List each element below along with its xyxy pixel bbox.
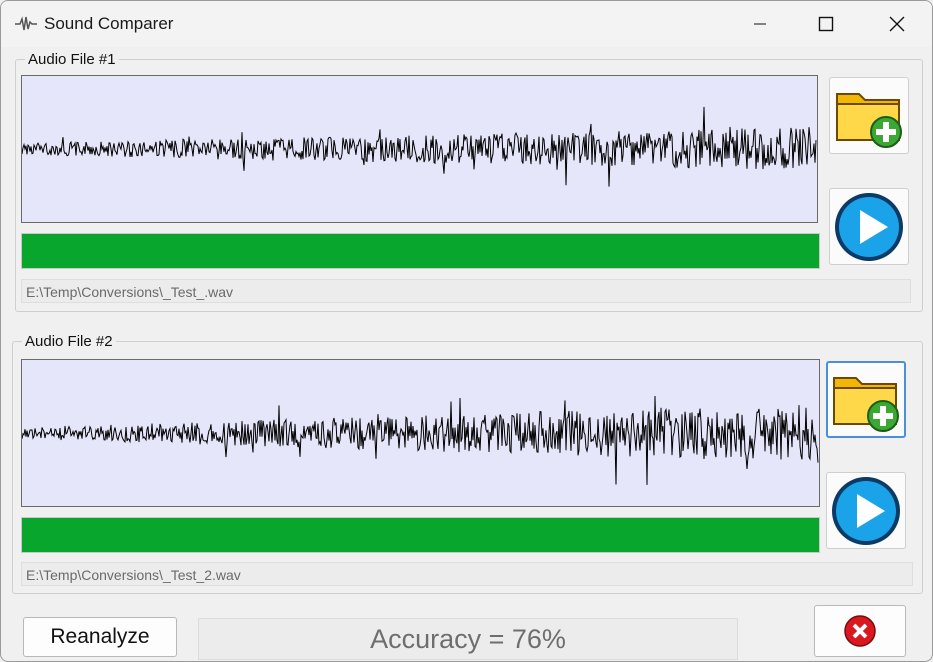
open-file-1-button[interactable] <box>829 77 909 154</box>
waveform-trace <box>21 395 819 485</box>
reanalyze-button[interactable]: Reanalyze <box>23 617 177 657</box>
waveform-icon <box>15 16 37 31</box>
play-icon <box>835 192 903 261</box>
window-title: Sound Comparer <box>44 14 174 33</box>
close-icon <box>889 16 905 32</box>
file-path-1: E:\Temp\Conversions\_Test_.wav <box>21 279 911 303</box>
folder-add-icon <box>836 92 902 148</box>
audio-file-1-group: Audio File #1 <box>15 51 923 312</box>
audio-file-1-label: Audio File #1 <box>25 51 119 68</box>
maximize-icon <box>818 16 834 32</box>
waveform-2 <box>21 395 819 485</box>
folder-add-icon <box>833 376 899 432</box>
maximize-button[interactable] <box>803 1 849 47</box>
play-1-button[interactable] <box>829 188 909 265</box>
play-icon <box>832 476 900 545</box>
title-bar[interactable]: Sound Comparer <box>1 1 932 47</box>
accuracy-display: Accuracy = 76% <box>198 618 738 660</box>
waveform-1 <box>21 106 817 187</box>
close-button[interactable] <box>874 1 920 47</box>
play-2-button[interactable] <box>826 472 906 549</box>
progress-bar-2 <box>21 517 820 553</box>
red-x-icon <box>844 615 876 647</box>
waveform-display-1 <box>21 75 818 223</box>
file-path-2: E:\Temp\Conversions\_Test_2.wav <box>21 562 913 586</box>
waveform-trace <box>21 106 817 187</box>
minimize-button[interactable] <box>737 1 783 47</box>
exit-button[interactable] <box>814 605 906 657</box>
progress-bar-1 <box>21 233 820 269</box>
open-file-2-button[interactable] <box>826 361 906 438</box>
minimize-icon <box>754 23 766 25</box>
waveform-display-2 <box>21 359 820 507</box>
audio-file-2-group: Audio File #2 <box>12 333 923 594</box>
audio-file-2-label: Audio File #2 <box>22 333 116 350</box>
